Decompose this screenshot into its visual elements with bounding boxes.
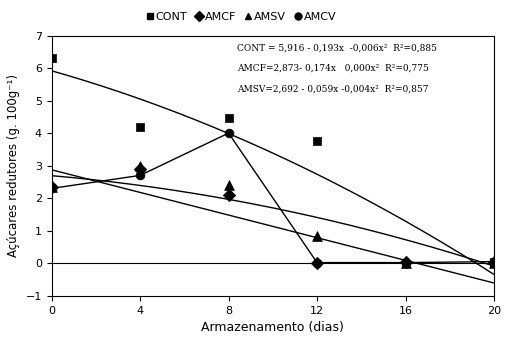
Point	[225, 182, 233, 188]
Point	[225, 130, 233, 136]
Point	[48, 184, 56, 190]
Point	[490, 259, 498, 264]
Point	[225, 116, 233, 121]
Point	[313, 233, 321, 238]
Point	[313, 260, 321, 265]
Point	[136, 173, 144, 178]
Text: CONT = 5,916 - 0,193x  -0,006x²  R²=0,885

AMCF=2,873- 0,174x   0,000x²  R²=0,77: CONT = 5,916 - 0,193x -0,006x² R²=0,885 …	[237, 43, 437, 94]
Point	[401, 261, 409, 266]
Point	[313, 260, 321, 265]
Point	[225, 192, 233, 198]
Point	[48, 184, 56, 190]
Point	[313, 138, 321, 144]
Point	[401, 260, 409, 265]
X-axis label: Armazenamento (dias): Armazenamento (dias)	[201, 321, 344, 334]
Point	[136, 124, 144, 129]
Point	[48, 56, 56, 61]
Point	[490, 259, 498, 264]
Point	[401, 259, 409, 264]
Point	[490, 259, 498, 264]
Point	[136, 163, 144, 168]
Legend: CONT, AMCF, AMSV, AMCV: CONT, AMCF, AMSV, AMCV	[142, 7, 341, 26]
Point	[136, 166, 144, 172]
Point	[48, 186, 56, 191]
Y-axis label: Açúcares redutores (g. 100g⁻¹): Açúcares redutores (g. 100g⁻¹)	[7, 74, 20, 257]
Point	[490, 261, 498, 266]
